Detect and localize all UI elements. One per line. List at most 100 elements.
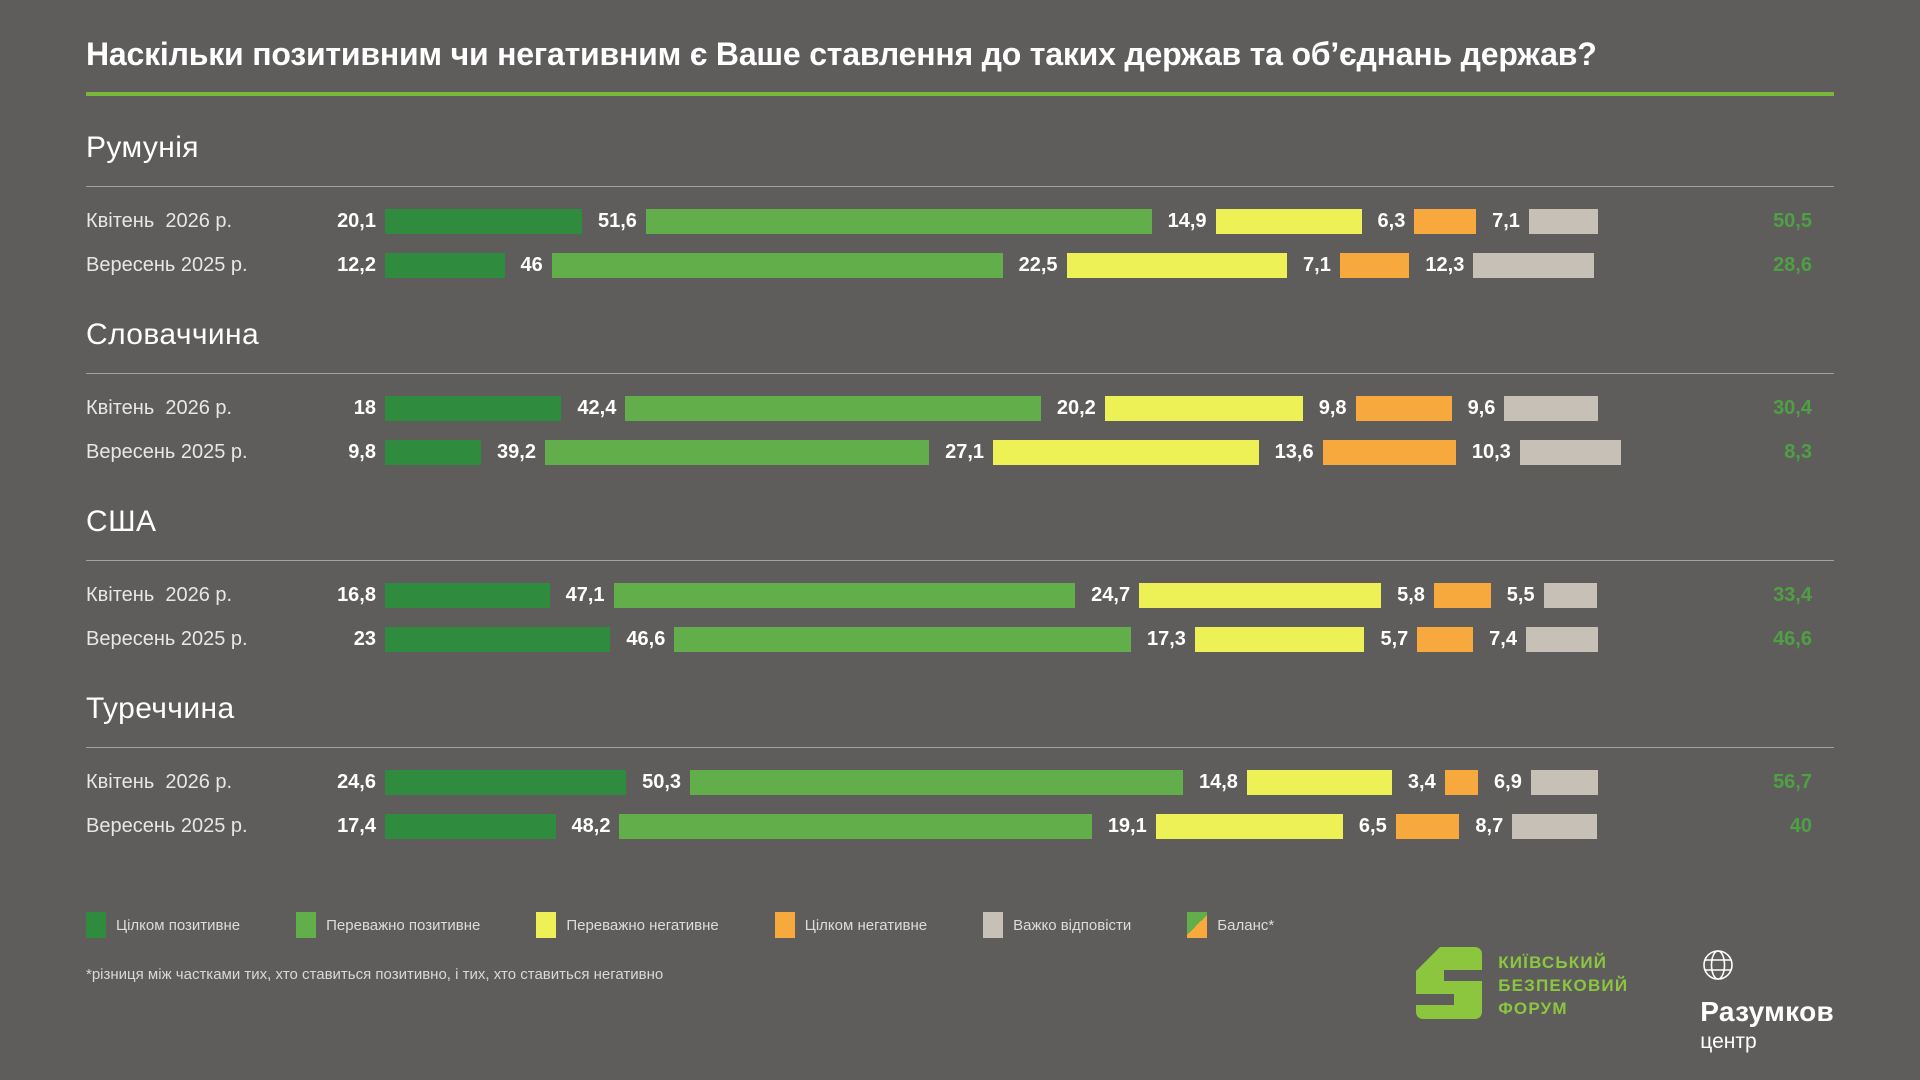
country-section: Румунія Квітень 2026 р. 20,1 51,6 14,9 6,3 7,1… bbox=[86, 130, 1834, 287]
segment-value: 39,2 bbox=[497, 440, 536, 463]
balance-value: 8,3 bbox=[1784, 440, 1812, 463]
legend-label: Переважно негативне bbox=[566, 916, 719, 934]
segment-value: 50,3 bbox=[642, 770, 682, 793]
razumkov-sub: центр bbox=[1700, 1030, 1757, 1053]
bar-segment bbox=[1155, 813, 1343, 839]
section-divider bbox=[86, 560, 1834, 561]
country-section: Словаччина Квітень 2026 р. 18 42,4 20,2 9,8 9,… bbox=[86, 317, 1834, 474]
bar-segment bbox=[1417, 626, 1474, 652]
bar-segment bbox=[1246, 769, 1392, 795]
row-label: Вересень 2025 р. bbox=[86, 253, 248, 276]
razumkov-name: Разумков bbox=[1700, 996, 1834, 1027]
razumkov-logo: Разумков центр bbox=[1700, 947, 1834, 1054]
bar-segment bbox=[645, 208, 1152, 234]
legend-swatch-icon bbox=[86, 912, 106, 938]
segment-value: 48,2 bbox=[571, 814, 611, 837]
balance-value: 40 bbox=[1789, 814, 1812, 837]
bar-segment bbox=[1519, 439, 1621, 465]
bar-row: Вересень 2025 р. 12,2 46 22,5 7,1 12,3 28,6 bbox=[86, 243, 1834, 287]
bar-segment bbox=[674, 626, 1131, 652]
country-title: Румунія bbox=[86, 131, 199, 164]
legend-label: Цілком позитивне bbox=[116, 916, 241, 934]
bar-segment bbox=[385, 813, 556, 839]
legend-item: Баланс* bbox=[1187, 912, 1274, 938]
bar-segment bbox=[544, 439, 930, 465]
section-rows: Квітень 2026 р. 18 42,4 20,2 9,8 9,6 30,4 Верес… bbox=[86, 374, 1834, 474]
brand-footer: КИЇВСЬКИЙ БЕЗПЕКОВИЙ ФОРУМ Разумков цент… bbox=[1416, 947, 1834, 1054]
country-title: Словаччина bbox=[86, 318, 260, 351]
segment-value: 47,1 bbox=[565, 583, 605, 606]
bar-row: Квітень 2026 р. 16,8 47,1 24,7 5,8 5,5 33,4 bbox=[86, 573, 1834, 617]
segment-value: 24,7 bbox=[1091, 583, 1131, 606]
legend-swatch-icon bbox=[983, 912, 1004, 938]
segment-value: 5,8 bbox=[1397, 583, 1425, 606]
legend-item: Важко відповісти bbox=[983, 912, 1131, 938]
bar-segment bbox=[1215, 208, 1362, 234]
bar-segment bbox=[385, 626, 611, 652]
legend-swatch-icon bbox=[536, 912, 557, 938]
segment-value: 14,9 bbox=[1167, 209, 1207, 232]
legend-item: Цілком позитивне bbox=[86, 912, 240, 938]
country-section: США Квітень 2026 р. 16,8 47,1 24,7 5,8 5,5 33,4… bbox=[86, 504, 1834, 661]
segment-value: 6,3 bbox=[1377, 209, 1406, 232]
bar-segment bbox=[1395, 813, 1460, 839]
bar-row: Вересень 2025 р. 17,4 48,2 19,1 6,5 8,7 40 bbox=[86, 804, 1834, 848]
segment-value: 23 bbox=[353, 627, 376, 650]
section-rows: Квітень 2026 р. 16,8 47,1 24,7 5,8 5,5 33,4 Вер… bbox=[86, 561, 1834, 661]
row-label: Вересень 2025 р. bbox=[86, 814, 248, 837]
bar-segment bbox=[1104, 395, 1303, 421]
row-label: Вересень 2025 р. bbox=[86, 627, 248, 650]
segment-value: 7,1 bbox=[1303, 253, 1331, 276]
segment-value: 8,7 bbox=[1475, 814, 1504, 837]
bar-segment bbox=[1512, 813, 1598, 839]
legend-item: Цілком негативне bbox=[774, 912, 927, 938]
bar-segment bbox=[1066, 252, 1288, 278]
bar-segment bbox=[1543, 582, 1598, 608]
chart-sections: Румунія Квітень 2026 р. 20,1 51,6 14,9 6,3 7,1… bbox=[86, 130, 1834, 848]
segment-value: 12,2 bbox=[337, 253, 376, 276]
bar-segment bbox=[1433, 582, 1491, 608]
segment-value: 6,9 bbox=[1494, 770, 1522, 793]
row-label: Квітень 2026 р. bbox=[86, 209, 233, 232]
bar-segment bbox=[1194, 626, 1365, 652]
bar-segment bbox=[1414, 208, 1477, 234]
balance-value: 50,5 bbox=[1773, 209, 1812, 232]
segment-value: 20,2 bbox=[1056, 396, 1096, 419]
legend-label: Важко відповісти bbox=[1013, 916, 1132, 934]
bar-row: Квітень 2026 р. 18 42,4 20,2 9,8 9,6 30,4 bbox=[86, 386, 1834, 430]
segment-value: 16,8 bbox=[337, 583, 376, 606]
legend-label: Переважно позитивне bbox=[326, 916, 481, 934]
segment-value: 14,8 bbox=[1198, 770, 1238, 793]
section-divider bbox=[86, 747, 1834, 748]
segment-value: 3,4 bbox=[1407, 770, 1436, 793]
row-label: Вересень 2025 р. bbox=[86, 440, 248, 463]
section-divider bbox=[86, 373, 1834, 374]
segment-value: 19,1 bbox=[1107, 814, 1147, 837]
row-label: Квітень 2026 р. bbox=[86, 396, 233, 419]
segment-value: 46,6 bbox=[626, 627, 666, 650]
ksf-line: КИЇВСЬКИЙ bbox=[1498, 953, 1608, 972]
section-rows: Квітень 2026 р. 24,6 50,3 14,8 3,4 6,9 56,7 Вер… bbox=[86, 748, 1834, 848]
bar-row: Вересень 2025 р. 23 46,6 17,3 5,7 7,4 46,6 bbox=[86, 617, 1834, 661]
footnote: *різниця між частками тих, хто ставиться… bbox=[86, 966, 664, 983]
ksf-line: ФОРУМ bbox=[1498, 999, 1568, 1018]
bar-segment bbox=[1504, 395, 1599, 421]
bar-segment bbox=[551, 252, 1003, 278]
bar-segment bbox=[993, 439, 1259, 465]
segment-value: 10,3 bbox=[1471, 440, 1511, 463]
balance-split-swatch-icon bbox=[1187, 912, 1208, 938]
bar-segment bbox=[1444, 769, 1479, 795]
segment-value: 7,1 bbox=[1492, 209, 1520, 232]
segment-value: 17,4 bbox=[337, 814, 376, 837]
balance-value: 46,6 bbox=[1773, 627, 1812, 650]
bar-segment bbox=[385, 439, 482, 465]
bar-segment bbox=[1528, 208, 1599, 234]
segment-value: 5,7 bbox=[1380, 627, 1409, 650]
bar-segment bbox=[385, 582, 550, 608]
title-underline bbox=[86, 92, 1834, 96]
legend: Цілком позитивне Переважно позитивне Перев… bbox=[86, 912, 1834, 938]
legend-label: Баланс* bbox=[1217, 916, 1275, 934]
bar-row: Вересень 2025 р. 9,8 39,2 27,1 13,6 10,3 8,3 bbox=[86, 430, 1834, 474]
ksf-logo: КИЇВСЬКИЙ БЕЗПЕКОВИЙ ФОРУМ bbox=[1416, 947, 1628, 1024]
